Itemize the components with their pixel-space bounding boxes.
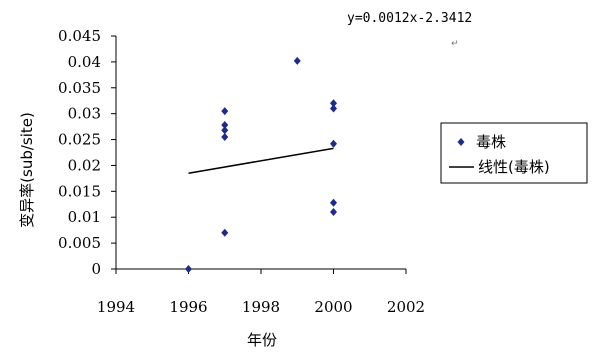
legend: 毒株 线性(毒株): [440, 122, 588, 184]
legend-box: [440, 122, 588, 184]
data-point: [330, 104, 337, 113]
y-tick-label: 0.005: [58, 234, 101, 252]
x-tick-label: 2000: [314, 298, 352, 316]
y-tick-label: 0.035: [58, 79, 101, 97]
y-tick-label: 0: [91, 260, 101, 278]
x-tick-label: 1994: [97, 298, 135, 316]
y-tick-label: 0.04: [68, 53, 101, 71]
data-point: [330, 99, 337, 108]
y-tick-label: 0.045: [58, 27, 101, 45]
data-point: [221, 132, 229, 141]
equation-annotation: y=0.0012x-2.3412: [347, 11, 472, 26]
data-point: [221, 121, 229, 130]
data-point: [221, 126, 229, 135]
data-point: [293, 56, 301, 65]
y-tick-label: 0.015: [58, 182, 101, 200]
y-tick-label: 0.01: [68, 208, 101, 226]
data-point: [221, 107, 229, 116]
x-tick-label: 1996: [169, 298, 207, 316]
y-tick-label: 0.025: [58, 131, 101, 149]
y-tick-label: 0.02: [68, 156, 101, 174]
axes: [115, 36, 406, 270]
plot-area: [185, 56, 337, 273]
trendline: [188, 147, 334, 174]
x-axis-title: 年份: [247, 331, 277, 349]
x-tick-label: 2002: [387, 298, 425, 316]
data-point: [330, 198, 337, 207]
paragraph-mark-annotation: ↵: [451, 39, 459, 49]
y-tick-label: 0.03: [68, 105, 101, 123]
data-point: [185, 265, 192, 273]
data-point: [330, 208, 337, 217]
x-tick-label: 1998: [242, 298, 280, 316]
legend-diamond-marker: [457, 138, 465, 146]
y-axis-title: 变异率(sub/site): [18, 112, 36, 228]
legend-label-linear-fit: 线性(毒株): [478, 158, 550, 176]
data-point: [221, 228, 229, 237]
legend-label-strains: 毒株: [476, 133, 506, 151]
x-axis-ticks: 1994 1996 1998 2000 2002: [97, 269, 425, 316]
data-point: [330, 139, 337, 148]
y-axis-ticks: 0 0.005 0.01 0.015 0.02 0.025 0.03 0.035 0.04 0.0…: [58, 27, 116, 278]
